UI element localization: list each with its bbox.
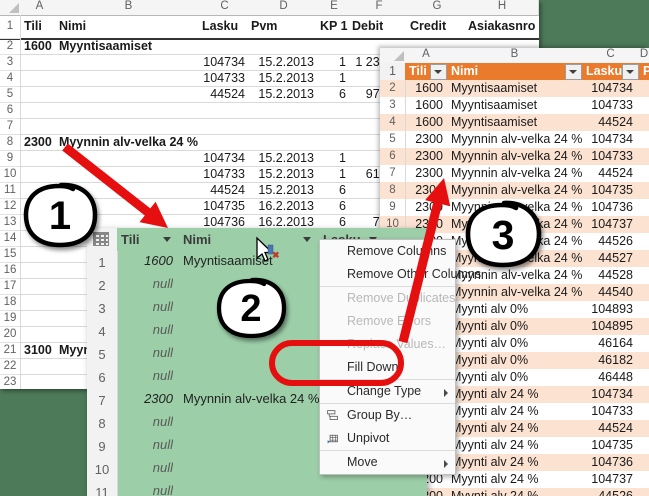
svg-text:1: 1: [49, 194, 71, 238]
svg-text:✖: ✖: [272, 250, 280, 260]
svg-text:2: 2: [240, 288, 261, 330]
svg-text:3: 3: [492, 212, 515, 258]
